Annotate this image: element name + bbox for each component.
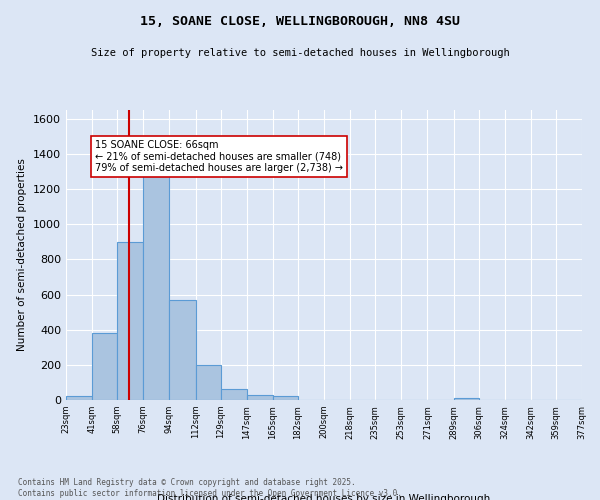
Bar [247, 394, 273, 400]
X-axis label: Distribution of semi-detached houses by size in Wellingborough: Distribution of semi-detached houses by … [157, 494, 491, 500]
Bar [92, 333, 117, 400]
Bar [169, 300, 196, 400]
Text: 15 SOANE CLOSE: 66sqm
← 21% of semi-detached houses are smaller (748)
79% of sem: 15 SOANE CLOSE: 66sqm ← 21% of semi-deta… [95, 140, 343, 173]
Bar [143, 168, 169, 400]
Bar [221, 388, 247, 400]
Text: Size of property relative to semi-detached houses in Wellingborough: Size of property relative to semi-detach… [91, 48, 509, 58]
Text: 15, SOANE CLOSE, WELLINGBOROUGH, NN8 4SU: 15, SOANE CLOSE, WELLINGBOROUGH, NN8 4SU [140, 15, 460, 28]
Bar [454, 398, 479, 400]
Text: Contains HM Land Registry data © Crown copyright and database right 2025.
Contai: Contains HM Land Registry data © Crown c… [18, 478, 402, 498]
Bar [196, 365, 221, 400]
Bar [273, 396, 298, 400]
Bar [117, 242, 143, 400]
Bar [66, 396, 92, 400]
Y-axis label: Number of semi-detached properties: Number of semi-detached properties [17, 158, 28, 352]
